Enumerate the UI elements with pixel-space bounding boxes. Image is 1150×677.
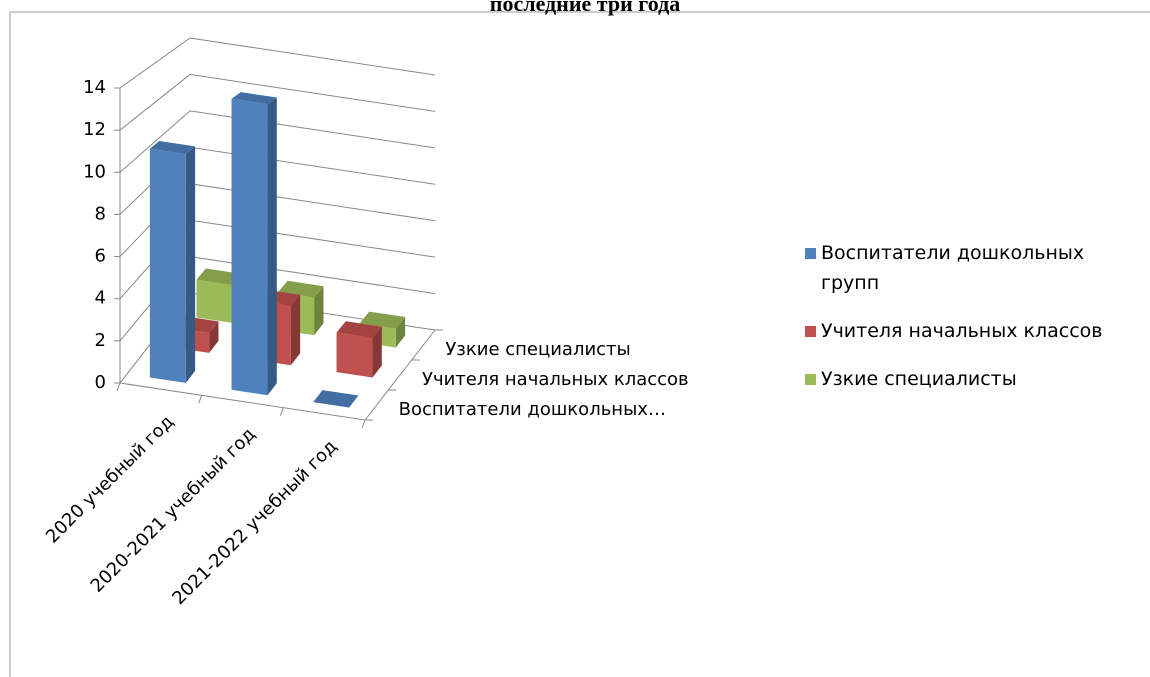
legend-item: Узкие специалисты [805, 364, 1135, 394]
y-tick-label: 10 [83, 161, 106, 182]
depth-label: Воспитатели дошкольных… [399, 399, 666, 420]
y-tick-label: 2 [95, 330, 106, 351]
y-tick-label: 14 [83, 77, 106, 98]
bar-face [267, 97, 277, 396]
legend-label: Учителя начальных классов [821, 320, 1103, 342]
bar-face [314, 286, 324, 336]
bar-face [231, 98, 268, 396]
bar-face [372, 326, 382, 378]
legend: Воспитатели дошкольных групп Учителя нача… [805, 238, 1135, 412]
bar-face [336, 332, 373, 378]
y-tick-label: 6 [95, 246, 106, 267]
depth-label: Узкие специалисты [445, 339, 630, 360]
y-tick-label: 8 [95, 203, 106, 224]
x-tick [279, 407, 284, 416]
x-tick-label: 2020-2021 учебный год [87, 424, 260, 597]
bar-face [209, 321, 219, 353]
x-tick [198, 395, 203, 404]
bar [313, 390, 359, 408]
y-tick-label: 12 [83, 119, 106, 140]
y-tick-label: 4 [95, 288, 106, 309]
legend-swatch [805, 374, 816, 385]
legend-item: Учителя начальных классов [805, 316, 1135, 346]
legend-swatch [805, 326, 816, 337]
chart-title: последние три года [490, 0, 680, 16]
axis [119, 88, 436, 421]
bar-face [359, 311, 406, 329]
bar-face [395, 317, 406, 348]
bar-face [231, 92, 277, 105]
bar [231, 92, 277, 396]
legend-swatch [805, 248, 816, 259]
grid-line [119, 110, 436, 173]
legend-item: Воспитатели дошкольных групп [805, 238, 1135, 298]
bar [336, 321, 382, 378]
bar-face [149, 148, 186, 383]
bar-face [196, 279, 233, 323]
grid-line [119, 37, 436, 89]
bar-face [290, 294, 301, 366]
x-tick [116, 382, 121, 392]
grid-line [119, 73, 436, 131]
bar [149, 141, 196, 383]
x-tick-label: 2021-2022 учебный год [168, 436, 341, 609]
legend-label: Узкие специалисты [821, 368, 1017, 390]
y-tick-label: 0 [95, 372, 106, 393]
bar-face [196, 268, 242, 286]
bar-face [185, 146, 196, 383]
bar-face [336, 321, 382, 338]
x-tick [361, 419, 366, 429]
legend-label: Воспитатели дошкольных групп [821, 242, 1085, 294]
bar-face [149, 141, 196, 155]
depth-label: Учителя начальных классов [422, 369, 689, 390]
bar-face [313, 390, 359, 408]
